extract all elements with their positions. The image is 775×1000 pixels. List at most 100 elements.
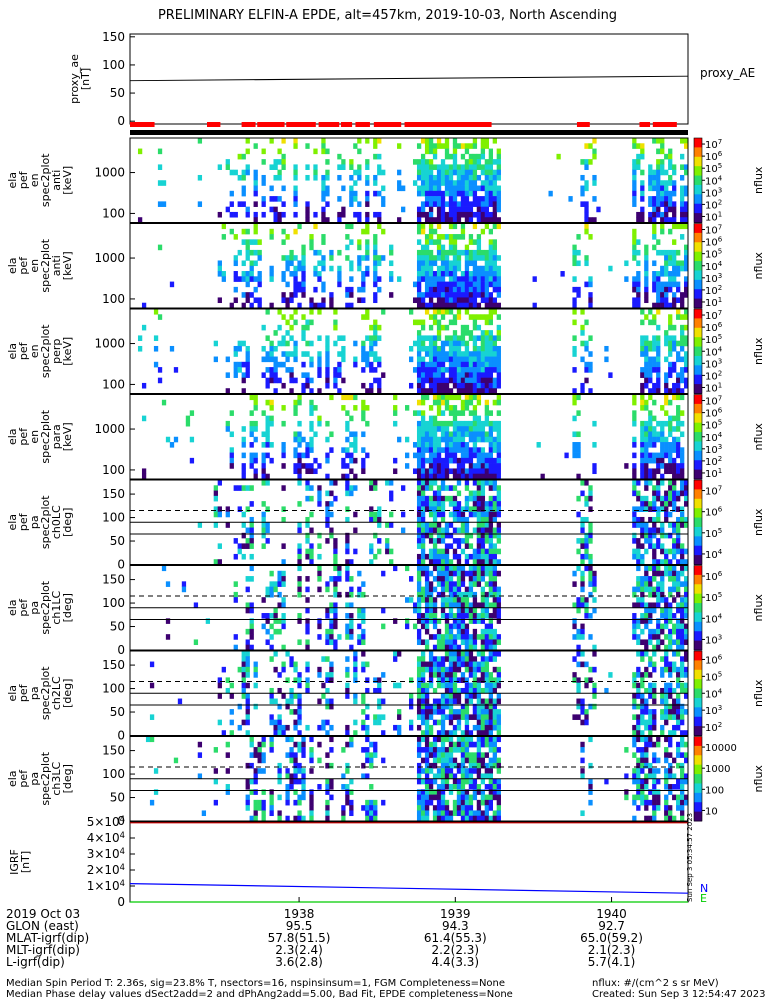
- spectrogram-cell: [393, 405, 398, 411]
- spectrogram-cell: [644, 709, 649, 715]
- colorbar-segment: [694, 631, 702, 642]
- panel-ylabel-5-3: spec2plot: [39, 580, 52, 634]
- spectrogram-cell: [576, 634, 581, 640]
- spectrogram-cell: [329, 623, 334, 630]
- spectrogram-cell: [297, 613, 302, 619]
- spectrogram-cell: [448, 698, 454, 705]
- spectrogram-cell: [261, 148, 266, 155]
- spectrogram-cell: [484, 345, 490, 352]
- spectrogram-cell: [668, 522, 673, 528]
- spectrogram-cell: [285, 789, 290, 795]
- spectrogram-cell: [393, 457, 398, 464]
- spectrogram-cell: [420, 302, 426, 309]
- spectrogram-cell: [428, 351, 434, 357]
- colorbar-segment: [694, 660, 702, 671]
- spectrogram-cell: [205, 618, 211, 624]
- spectrogram-cell: [225, 741, 230, 748]
- spectrogram-cell: [325, 672, 330, 678]
- spectrogram-cell: [361, 405, 366, 411]
- spectrogram-cell: [341, 206, 346, 213]
- spectrogram-cell: [285, 351, 290, 357]
- spectrogram-cell: [349, 485, 354, 491]
- spectrogram-cell: [225, 506, 230, 512]
- spectrogram-cell: [373, 249, 378, 256]
- spectrogram-cell: [365, 661, 370, 668]
- spectrogram-cell: [480, 463, 486, 469]
- spectrogram-cell: [333, 613, 338, 619]
- spectrogram-cell: [369, 752, 374, 758]
- spectrogram-cell: [636, 559, 641, 565]
- spectrogram-cell: [420, 244, 426, 251]
- spectrogram-cell: [488, 265, 493, 272]
- spectrogram-cell: [476, 719, 482, 726]
- spectrogram-cell: [632, 228, 637, 235]
- spectrogram-cell: [472, 724, 478, 731]
- spectrogram-cell: [676, 703, 681, 710]
- spectrogram-cell: [640, 180, 645, 186]
- spectrogram-cell: [389, 495, 394, 502]
- spectrogram-cell: [349, 276, 354, 282]
- spectrogram-cell: [416, 372, 422, 378]
- spectrogram-cell: [496, 698, 501, 705]
- spectrogram-cell: [349, 394, 354, 401]
- spectrogram-cell: [472, 778, 478, 785]
- spectrogram-cell: [668, 532, 673, 539]
- spectrogram-cell: [580, 651, 585, 657]
- spectrogram-cell: [424, 618, 430, 624]
- spectrogram-cell: [572, 302, 577, 309]
- spectrogram-cell: [373, 211, 378, 218]
- spectrogram-cell: [416, 639, 422, 646]
- spectrogram-cell: [668, 249, 673, 256]
- spectrogram-cell: [357, 586, 362, 593]
- spectrogram-cell: [440, 586, 446, 593]
- spectrogram-cell: [476, 511, 482, 518]
- spectrogram-cell: [373, 340, 378, 347]
- spectrogram-cell: [273, 206, 278, 213]
- spectrogram-cell: [680, 211, 685, 218]
- spectrogram-cell: [305, 217, 310, 223]
- spectrogram-cell: [476, 548, 482, 555]
- spectrogram-cell: [660, 265, 665, 272]
- spectrogram-cell: [488, 174, 493, 181]
- spectrogram-cell: [369, 367, 374, 373]
- colorbar-label: nflux: [752, 423, 765, 451]
- spectrogram-cell: [472, 382, 478, 389]
- spectrogram-cell: [488, 480, 493, 486]
- spectrogram-cell: [281, 666, 286, 673]
- spectrogram-cell: [480, 661, 486, 668]
- spectrogram-cell: [253, 768, 258, 774]
- spectrogram-cell: [632, 693, 637, 699]
- spectrogram-cell: [652, 431, 657, 438]
- spectrogram-cell: [540, 473, 545, 480]
- spectrogram-cell: [464, 730, 470, 736]
- spectrogram-cell: [464, 382, 470, 389]
- spectrogram-cell: [472, 201, 478, 207]
- spectrogram-cell: [448, 217, 454, 223]
- spectrogram-cell: [476, 709, 482, 715]
- spectrogram-cell: [424, 682, 430, 689]
- spectrogram-cell: [492, 244, 497, 251]
- spectrogram-cell: [656, 388, 661, 394]
- spectrogram-cell: [436, 463, 442, 469]
- spectrogram-cell: [365, 351, 370, 357]
- spectrogram-cell: [676, 249, 681, 256]
- spectrogram-cell: [444, 698, 450, 705]
- spectrogram-cell: [233, 345, 238, 352]
- spectrogram-cell: [428, 281, 434, 288]
- spectrogram-cell: [460, 516, 466, 523]
- spectrogram-cell: [428, 190, 434, 197]
- spectrogram-cell: [305, 724, 310, 731]
- spectrogram-cell: [249, 602, 254, 609]
- spectrogram-cell: [444, 559, 450, 565]
- spectrogram-cell: [353, 180, 358, 186]
- spectrogram-cell: [440, 677, 446, 683]
- spectrogram-cell: [472, 618, 478, 624]
- spectrogram-cell: [337, 271, 342, 277]
- spectrogram-cell: [496, 153, 501, 160]
- spectrogram-cell: [325, 522, 330, 528]
- spectrogram-cell: [668, 260, 673, 267]
- spectrogram-cell: [440, 815, 446, 822]
- spectrogram-cell: [277, 361, 282, 368]
- spectrogram-cell: [345, 784, 350, 790]
- spectrogram-cell: [265, 473, 270, 480]
